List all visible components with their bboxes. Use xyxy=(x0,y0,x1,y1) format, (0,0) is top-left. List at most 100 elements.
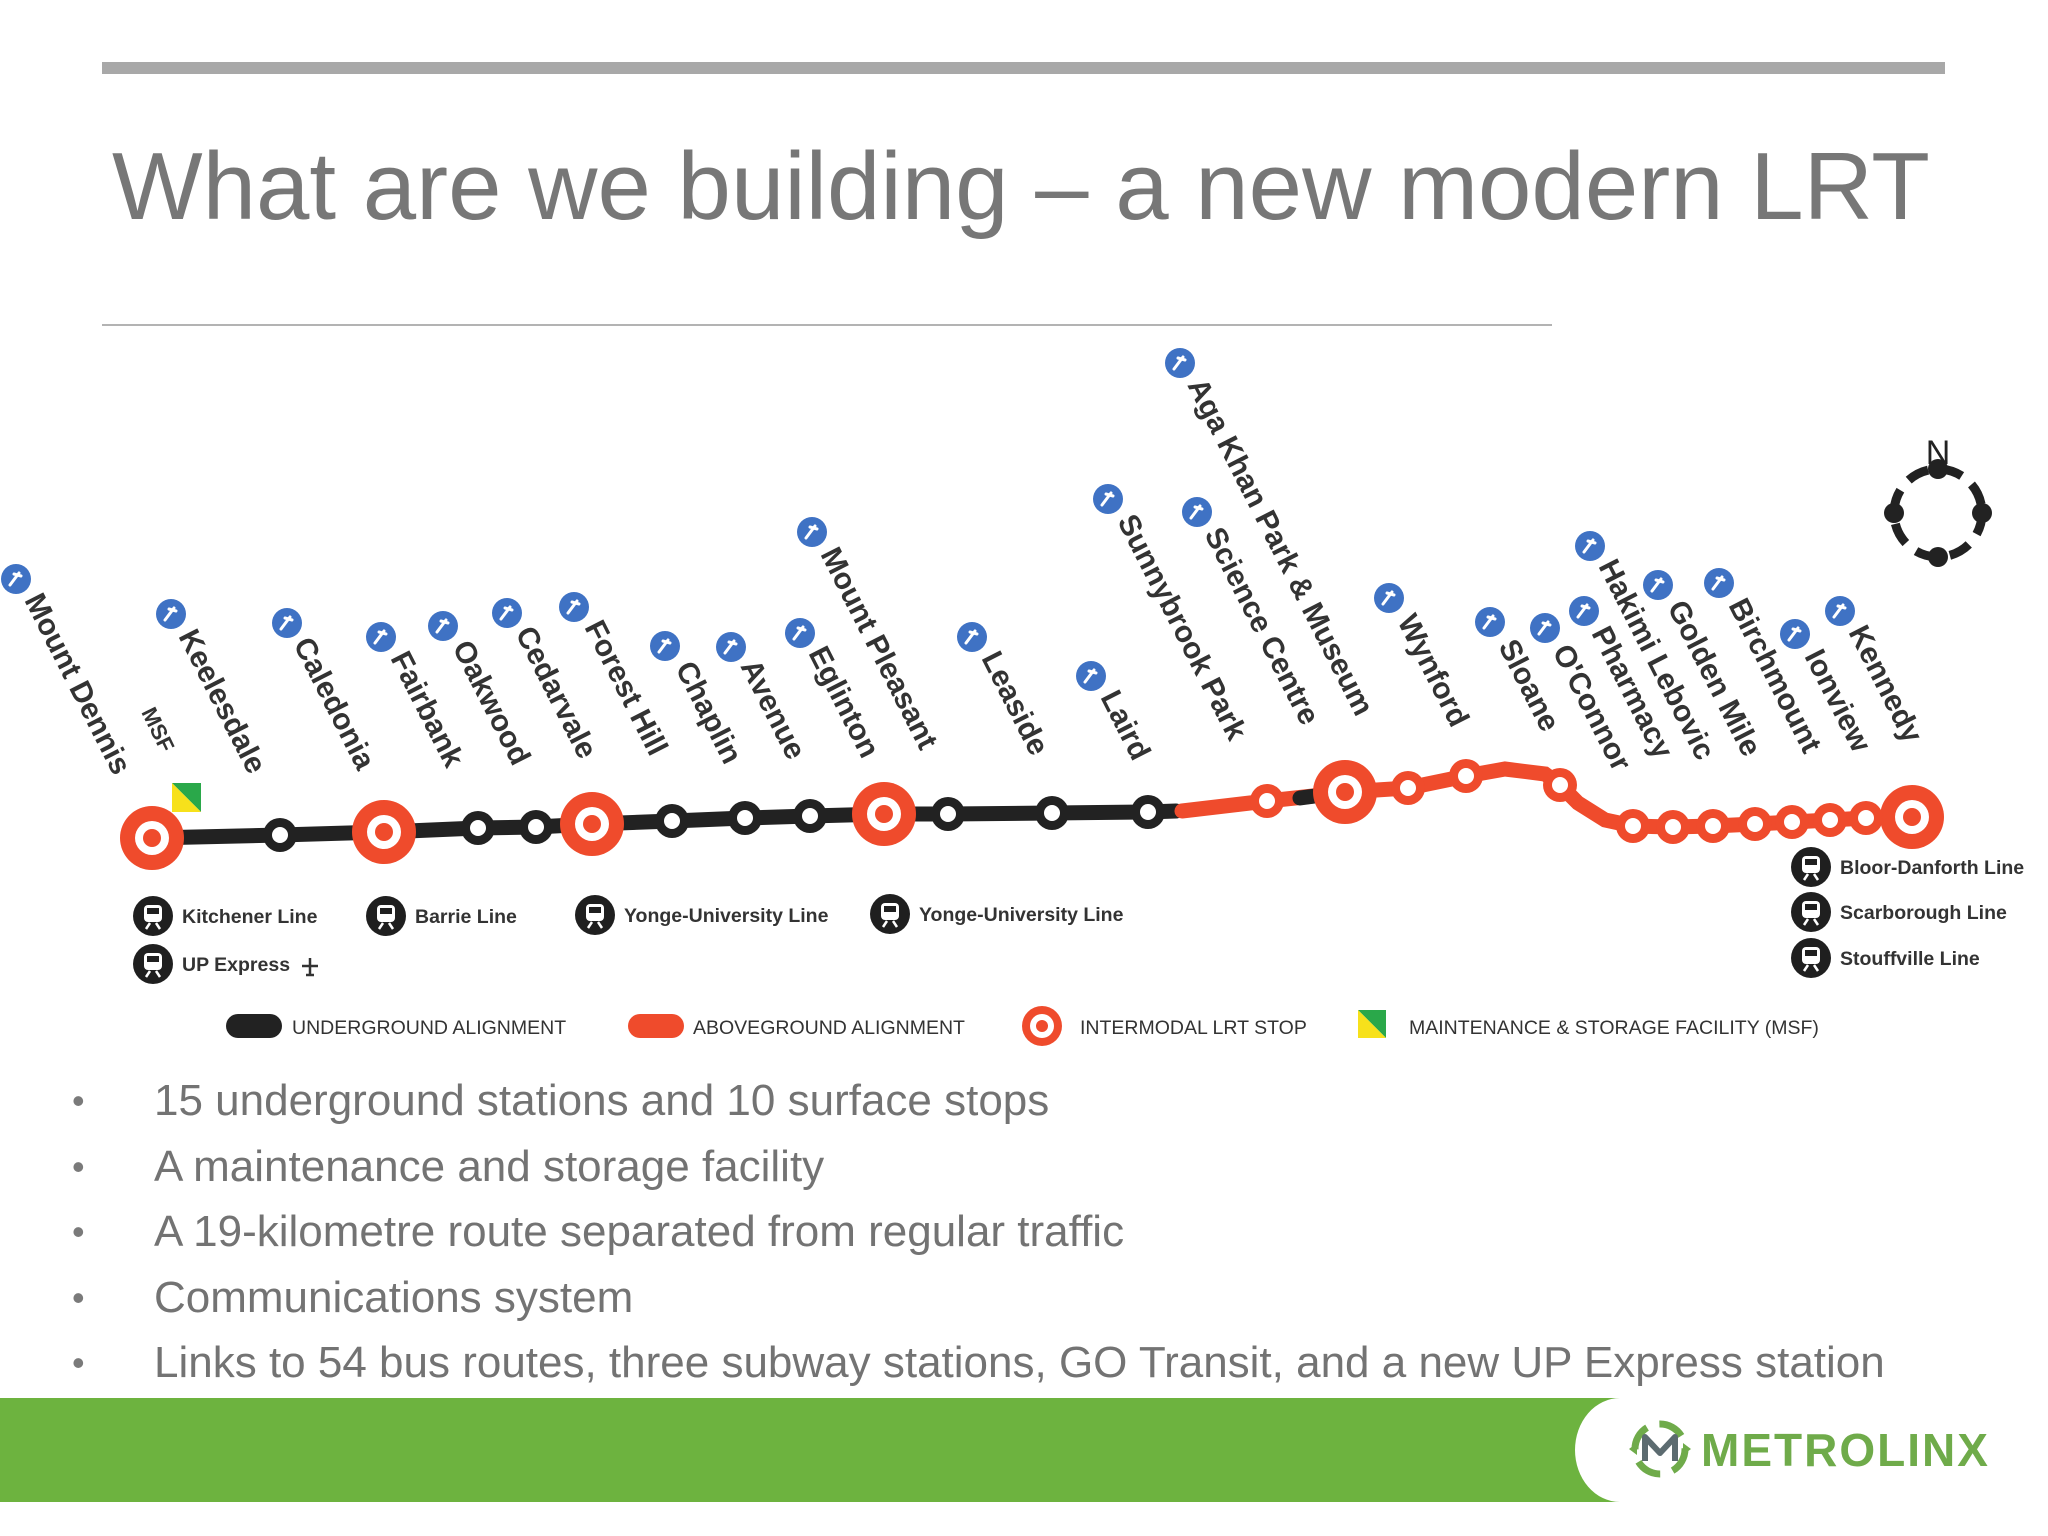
bus-connection-icon xyxy=(1093,484,1123,514)
bus-connection-icon xyxy=(1575,531,1605,561)
bus-connection-icon xyxy=(1643,570,1673,600)
bus-connection-icon xyxy=(1475,607,1505,637)
legend-intermodal-icon-core xyxy=(1036,1020,1048,1032)
rail-connection-label: Barrie Line xyxy=(415,906,517,928)
station-stop xyxy=(1696,809,1730,843)
station-stop xyxy=(1035,796,1069,830)
bus-connection-icon xyxy=(1374,583,1404,613)
compass: N xyxy=(1884,434,1992,567)
station-stop xyxy=(1656,810,1690,844)
bus-icons xyxy=(1,348,1855,691)
station-stop xyxy=(728,801,762,835)
compass-dot-n xyxy=(1928,459,1948,479)
bus-connection-icon xyxy=(1569,596,1599,626)
title-divider xyxy=(102,324,1552,326)
rail-connection-label: Bloor-Danforth Line xyxy=(1840,857,2024,879)
bus-connection-icon xyxy=(1780,619,1810,649)
bus-connection-icon xyxy=(1530,613,1560,643)
bus-connection-icon xyxy=(272,608,302,638)
bus-connection-icon xyxy=(156,599,186,629)
bus-connection-icon xyxy=(1825,596,1855,626)
compass-dot-s xyxy=(1928,547,1948,567)
station-stop xyxy=(1391,771,1425,805)
legend-msf-yellow xyxy=(1358,1010,1386,1038)
station-label: Leaside xyxy=(975,646,1055,761)
bullet-item: A maintenance and storage facility xyxy=(72,1141,1885,1207)
rail-connection-badge: UP Express xyxy=(133,944,290,984)
station-label: Mount Dennis xyxy=(18,588,137,780)
metrolinx-logo-text: METROLINX xyxy=(1701,1424,1990,1476)
legend-underground-swatch xyxy=(226,1014,282,1038)
station-stop xyxy=(461,811,495,845)
station-stop xyxy=(263,818,297,852)
station-stop xyxy=(120,806,184,870)
station-stop xyxy=(931,797,965,831)
rail-connection-badge: Yonge-University Line xyxy=(575,895,829,935)
compass-dot-e xyxy=(1972,503,1992,523)
station-label: Laird xyxy=(1094,685,1157,765)
legend: UNDERGROUND ALIGNMENT ABOVEGROUND ALIGNM… xyxy=(226,1006,1819,1046)
compass-ring xyxy=(1889,464,1987,562)
rail-connection-badge: Barrie Line xyxy=(366,896,517,936)
legend-underground-label: UNDERGROUND ALIGNMENT xyxy=(292,1017,566,1039)
bullet-list: 15 underground stations and 10 surface s… xyxy=(72,1075,1885,1403)
msf-label: MSF xyxy=(137,703,180,756)
page-title: What are we building – a new modern LRT xyxy=(112,133,1930,240)
station-stop xyxy=(852,782,916,846)
bus-connection-icon xyxy=(1182,497,1212,527)
bullet-item: 15 underground stations and 10 surface s… xyxy=(72,1075,1885,1141)
bullet-item: Communications system xyxy=(72,1272,1885,1338)
bus-connection-icon xyxy=(559,592,589,622)
bus-connection-icon xyxy=(785,618,815,648)
bus-connection-icon xyxy=(428,611,458,641)
route-map: Mount Dennis Keelesdale Caledonia FairbankO… xyxy=(1,348,2024,1046)
top-rule xyxy=(102,62,1945,74)
rail-connection-label: Scarborough Line xyxy=(1840,902,2007,924)
station-stop xyxy=(560,792,624,856)
metrolinx-logo: METROLINX xyxy=(1575,1398,2048,1502)
bus-connection-icon xyxy=(650,631,680,661)
bus-connection-icon xyxy=(716,632,746,662)
bus-connection-icon xyxy=(366,622,396,652)
station-stop xyxy=(1813,803,1847,837)
msf-marker: MSF xyxy=(137,703,201,812)
metrolinx-logo-icon xyxy=(1629,1420,1691,1478)
bus-connection-icon xyxy=(1076,661,1106,691)
rail-connection-badge: Kitchener Line xyxy=(133,896,318,936)
station-stop xyxy=(1250,784,1284,818)
footer-bar xyxy=(0,1398,1640,1502)
rail-connection-badge: Bloor-Danforth Line xyxy=(1791,847,2024,887)
station-stop xyxy=(519,810,553,844)
rail-connection-badge: Scarborough Line xyxy=(1791,892,2007,932)
bus-connection-icon xyxy=(1,564,31,594)
station-label: Keelesdale xyxy=(172,624,273,779)
rail-connection-label: Kitchener Line xyxy=(182,906,318,928)
station-stop xyxy=(1880,785,1944,849)
station-stop xyxy=(1616,809,1650,843)
bus-connection-icon xyxy=(1165,348,1195,378)
rail-connection-label: Yonge-University Line xyxy=(919,904,1124,926)
station-stop xyxy=(1738,807,1772,841)
bullet-item: A 19-kilometre route separated from regu… xyxy=(72,1206,1885,1272)
station-stop xyxy=(1131,795,1165,829)
bus-connection-icon xyxy=(957,622,987,652)
station-stop xyxy=(1313,760,1377,824)
connections: Kitchener Line UP Express Barrie Line Yonge… xyxy=(133,847,2024,984)
compass-dot-w xyxy=(1884,503,1904,523)
rail-connection-badge: Stouffville Line xyxy=(1791,938,1980,978)
station-stop xyxy=(352,800,416,864)
station-labels: Mount Dennis Keelesdale Caledonia FairbankO… xyxy=(18,373,1929,780)
airplane-icon xyxy=(302,958,318,977)
legend-aboveground-label: ABOVEGROUND ALIGNMENT xyxy=(693,1017,965,1039)
rail-connection-label: UP Express xyxy=(182,954,290,976)
station-stop xyxy=(1849,801,1883,835)
rail-connection-badge: Yonge-University Line xyxy=(870,894,1124,934)
bus-connection-icon xyxy=(797,517,827,547)
rail-connection-label: Yonge-University Line xyxy=(624,905,829,927)
station-stops xyxy=(120,759,1944,870)
station-stop xyxy=(793,799,827,833)
bus-connection-icon xyxy=(1704,568,1734,598)
rail-connection-label: Stouffville Line xyxy=(1840,948,1980,970)
legend-aboveground-swatch xyxy=(628,1014,684,1038)
bullet-item: Links to 54 bus routes, three subway sta… xyxy=(72,1337,1885,1403)
